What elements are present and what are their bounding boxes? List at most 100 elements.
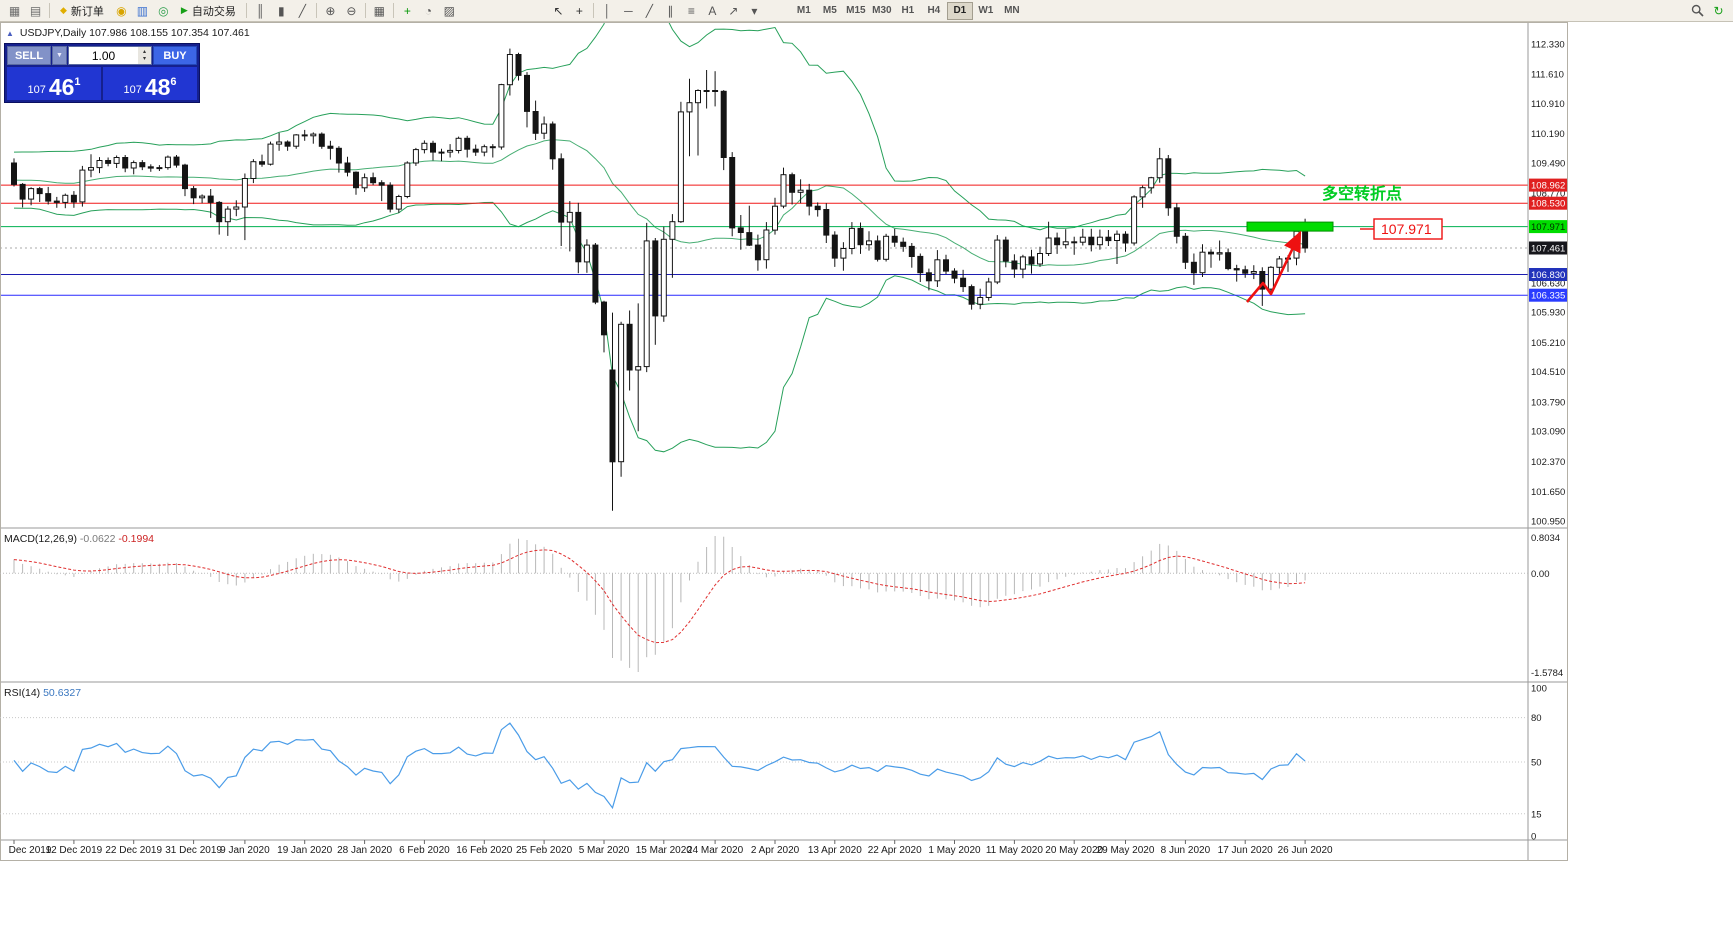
new-order-button-label: 新订单: [70, 5, 104, 18]
svg-text:106.335: 106.335: [1531, 291, 1565, 302]
macd-histogram: [13, 536, 1306, 672]
svg-text:15 Mar 2020: 15 Mar 2020: [636, 845, 693, 856]
svg-text:6 Feb 2020: 6 Feb 2020: [399, 845, 450, 856]
autotrade-button[interactable]: ▶ 自动交易: [174, 1, 243, 20]
new-chart-icon[interactable]: ▦: [4, 1, 25, 20]
data-window-icon[interactable]: ▥: [132, 1, 153, 20]
channel-icon[interactable]: ∥: [660, 1, 681, 20]
svg-text:105.210: 105.210: [1531, 338, 1565, 349]
new-order-button-icon: ◆: [60, 5, 67, 15]
bar-chart-icon[interactable]: ║: [250, 1, 271, 20]
svg-text:MACD(12,26,9) -0.0622 -0.1994: MACD(12,26,9) -0.0622 -0.1994: [4, 533, 154, 545]
svg-text:106.630: 106.630: [1531, 278, 1565, 289]
toolbar-separator: [364, 3, 366, 18]
svg-text:110.190: 110.190: [1531, 129, 1565, 140]
volume-down-button[interactable]: ▾: [142, 55, 146, 62]
timeframe-m5[interactable]: M5: [817, 2, 843, 20]
timeframe-m15[interactable]: M15: [843, 2, 869, 20]
buy-price-button[interactable]: 107 48 6: [103, 67, 197, 100]
candlestick-icon[interactable]: ▮: [271, 1, 292, 20]
line-chart-icon[interactable]: ╱: [292, 1, 313, 20]
svg-text:9 Jan 2020: 9 Jan 2020: [220, 845, 270, 856]
svg-text:50: 50: [1531, 758, 1542, 769]
templates-icon[interactable]: ▨: [439, 1, 460, 20]
zoom-out-icon[interactable]: ⊖: [341, 1, 362, 20]
svg-text:16 Feb 2020: 16 Feb 2020: [456, 845, 513, 856]
periods-icon[interactable]: ◔: [418, 1, 439, 20]
macd-panel[interactable]: MACD(12,26,9) -0.0622 -0.1994 0.8034 0.00 -…: [0, 533, 1563, 679]
tile-windows-icon[interactable]: ▦: [369, 1, 390, 20]
svg-text:111.610: 111.610: [1531, 70, 1564, 81]
svg-text:25 Feb 2020: 25 Feb 2020: [516, 845, 573, 856]
market-watch-icon[interactable]: ◉: [111, 1, 132, 20]
volume-up-button[interactable]: ▴: [142, 48, 146, 55]
shapes-icon[interactable]: ▾: [744, 1, 765, 20]
svg-text:8 Jun 2020: 8 Jun 2020: [1161, 845, 1211, 856]
svg-text:103.090: 103.090: [1531, 427, 1565, 438]
autotrade-button-label: 自动交易: [191, 5, 236, 18]
symbol-info-line: ▲ USDJPY,Daily 107.986 108.155 107.354 1…: [6, 27, 250, 39]
volume-dropdown-button[interactable]: ▼: [52, 46, 67, 65]
sell-price-button[interactable]: 107 46 1: [7, 67, 101, 100]
panel-separators: [0, 22, 1568, 861]
svg-text:26 Jun 2020: 26 Jun 2020: [1278, 845, 1333, 856]
buy-price-big: 48: [144, 74, 171, 100]
refresh-icon[interactable]: ↻: [1708, 1, 1729, 20]
candles[interactable]: [11, 48, 1309, 511]
timeframe-d1[interactable]: D1: [946, 1, 973, 20]
main-toolbar: ▦ ▤ ◆ 新订单 ◉ ▥ ◎ ▶ 自动交易 ║ ▮ ╱ ⊕ ⊖ ▦ + ◔ ▨ ↖ + │ ─ ╱ ∥ ≡ A ↗ ▾ M1 M5 M15…: [0, 0, 1733, 22]
timeframe-m1[interactable]: M1: [791, 2, 817, 20]
zoom-in-icon[interactable]: ⊕: [320, 1, 341, 20]
timeframe-m30[interactable]: M30: [869, 2, 895, 20]
vertical-line-icon[interactable]: │: [597, 1, 618, 20]
cursor-icon[interactable]: ↖: [548, 1, 569, 20]
price-callout[interactable]: 107.971: [1360, 218, 1443, 240]
volume-input[interactable]: [69, 47, 138, 64]
arrows-icon[interactable]: ↗: [723, 1, 744, 20]
autotrade-button-icon: ▶: [180, 5, 188, 15]
rsi-line: [13, 722, 1306, 810]
sell-price-handle: 107: [27, 84, 46, 96]
trendline-icon[interactable]: ╱: [639, 1, 660, 20]
svg-text:31 Dec 2019: 31 Dec 2019: [165, 845, 222, 856]
svg-text:1 May 2020: 1 May 2020: [928, 845, 981, 856]
svg-text:0.00: 0.00: [1531, 569, 1550, 580]
text-icon[interactable]: A: [702, 1, 723, 20]
profiles-icon[interactable]: ▤: [25, 1, 46, 20]
svg-text:17 Jun 2020: 17 Jun 2020: [1218, 845, 1273, 856]
new-order-button[interactable]: ◆ 新订单: [53, 1, 111, 20]
timeframe-h4[interactable]: H4: [921, 2, 947, 20]
sell-button[interactable]: SELL: [7, 46, 51, 65]
search-icon[interactable]: [1687, 1, 1708, 20]
svg-text:100: 100: [1531, 684, 1547, 695]
rsi-panel[interactable]: RSI(14) 50.6327 100 80 50 15 0: [0, 684, 1547, 843]
svg-text:80: 80: [1531, 713, 1542, 724]
buy-button[interactable]: BUY: [153, 46, 197, 65]
horizontal-line-icon[interactable]: ─: [618, 1, 639, 20]
timeframe-mn[interactable]: MN: [999, 2, 1025, 20]
one-click-toggle-icon[interactable]: ▲: [6, 28, 14, 38]
svg-text:100.950: 100.950: [1531, 516, 1565, 527]
svg-text:20 May 2020: 20 May 2020: [1045, 845, 1103, 856]
toolbar-separator: [245, 3, 247, 18]
svg-text:2 Apr 2020: 2 Apr 2020: [751, 845, 800, 856]
svg-text:29 May 2020: 29 May 2020: [1097, 845, 1155, 856]
trend-arrow[interactable]: [1246, 230, 1302, 303]
timeframe-w1[interactable]: W1: [973, 2, 999, 20]
fibonacci-icon[interactable]: ≡: [681, 1, 702, 20]
crosshair-icon[interactable]: +: [569, 1, 590, 20]
timeframe-h1[interactable]: H1: [895, 2, 921, 20]
svg-text:13 Apr 2020: 13 Apr 2020: [808, 845, 862, 856]
highlight-zone[interactable]: [1246, 221, 1334, 232]
navigator-icon[interactable]: ◎: [153, 1, 174, 20]
annotation-note[interactable]: 多空转折点: [1322, 184, 1402, 203]
svg-text:RSI(14) 50.6327: RSI(14) 50.6327: [4, 687, 81, 699]
svg-text:Dec 2019: Dec 2019: [9, 845, 52, 856]
indicators-icon[interactable]: +: [397, 1, 418, 20]
svg-text:0.8034: 0.8034: [1531, 533, 1560, 544]
svg-text:15: 15: [1531, 809, 1542, 820]
svg-text:22 Dec 2019: 22 Dec 2019: [105, 845, 162, 856]
price-scale[interactable]: 112.330 111.610 110.910 110.190 109.490 108.7…: [1529, 40, 1567, 528]
